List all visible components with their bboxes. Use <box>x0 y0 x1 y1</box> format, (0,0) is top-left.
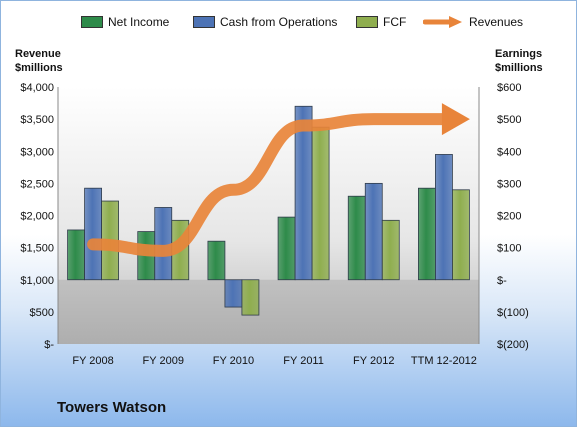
legend-arrow-icon <box>423 16 462 28</box>
right-axis-title-line-2: $millions <box>495 62 543 74</box>
chart-plot: $- $500 $1,000 $1,500 $2,000 $2,500 $3,000 $3,5… <box>20 82 529 367</box>
right-tick-label: $100 <box>497 243 521 255</box>
right-tick-label: $400 <box>497 146 521 158</box>
left-tick-label: $- <box>44 339 54 351</box>
right-axis-title: Earnings $millions <box>495 47 543 75</box>
bar-fcf <box>452 189 470 281</box>
plot-floor <box>58 279 479 344</box>
x-tick-label: FY 2008 <box>72 355 113 367</box>
right-tick-label: $- <box>497 275 507 287</box>
left-tick-label: $3,000 <box>20 146 54 158</box>
x-tick-label: FY 2011 <box>283 355 324 367</box>
company-name: Towers Watson <box>57 399 167 416</box>
bar-cash-from-operations <box>154 207 173 281</box>
bar-net-income <box>418 187 436 281</box>
legend-item-net-income: Net Income <box>81 15 169 29</box>
right-axis-title-line-1: Earnings <box>495 48 543 60</box>
left-tick-label: $2,000 <box>20 211 54 223</box>
right-tick-label: $(100) <box>497 307 529 319</box>
legend-item-revenues: Revenues <box>423 15 523 29</box>
plot-area <box>58 87 479 344</box>
legend-swatch-net-income <box>81 16 103 28</box>
legend-swatch-fcf <box>356 16 378 28</box>
bar-net-income <box>347 195 366 281</box>
bar-cash-from-operations <box>84 187 102 281</box>
legend-label-fcf: FCF <box>383 15 407 29</box>
bar-fcf <box>241 279 260 316</box>
legend-item-cash-from-operations: Cash from Operations <box>193 15 337 29</box>
x-tick-label: FY 2009 <box>143 355 184 367</box>
left-tick-label: $500 <box>30 307 54 319</box>
right-tick-label: $600 <box>497 82 521 94</box>
x-tick-label: FY 2012 <box>353 355 394 367</box>
left-tick-label: $1,500 <box>20 243 54 255</box>
left-axis-title-line-1: Revenue <box>15 48 61 60</box>
bar-cash-from-operations <box>364 182 383 281</box>
legend-label-revenues: Revenues <box>469 15 524 29</box>
x-tick-label: TTM 12-2012 <box>411 355 477 367</box>
right-tick-label: $200 <box>497 211 521 223</box>
bar-cash-from-operations <box>435 154 453 281</box>
bar-net-income <box>207 240 226 281</box>
right-tick-label: $500 <box>497 114 521 126</box>
line-revenues <box>87 113 450 257</box>
left-tick-label: $4,000 <box>20 82 54 94</box>
left-tick-label: $2,500 <box>20 178 54 190</box>
right-tick-label: $300 <box>497 178 521 190</box>
x-tick-label: FY 2010 <box>213 355 254 367</box>
bar-net-income <box>67 229 85 281</box>
left-tick-label: $1,000 <box>20 275 54 287</box>
legend-label-cash-from-operations: Cash from Operations <box>220 15 338 29</box>
left-tick-label: $3,500 <box>20 114 54 126</box>
line-revenues-arrowhead <box>441 103 470 136</box>
legend-swatch-cash-from-operations <box>193 16 215 28</box>
legend-item-fcf: FCF <box>356 15 406 29</box>
right-tick-label: $(200) <box>497 339 529 351</box>
bar-fcf <box>311 126 330 281</box>
left-axis-title: Revenue $millions <box>15 47 63 75</box>
left-axis-title-line-2: $millions <box>15 62 63 74</box>
bar-fcf <box>381 219 400 281</box>
bar-net-income <box>277 216 296 281</box>
bar-cash-from-operations <box>224 279 243 308</box>
legend-label-net-income: Net Income <box>108 15 170 29</box>
